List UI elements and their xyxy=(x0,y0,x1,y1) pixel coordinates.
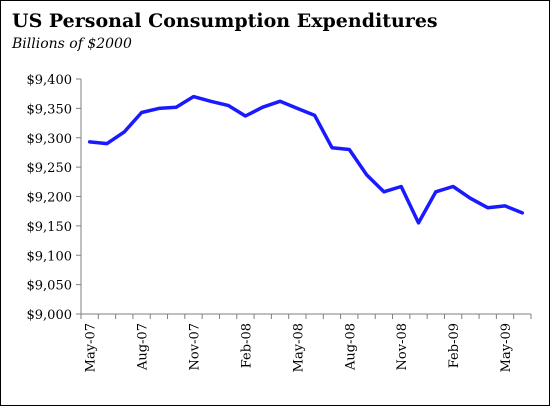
x-tick-label: Nov-07 xyxy=(188,323,203,370)
x-tick-label: May-08 xyxy=(291,323,306,372)
x-tick-label: Feb-08 xyxy=(239,323,254,368)
x-tick-label: Nov-08 xyxy=(395,323,410,370)
y-axis: $9,000 $9,050 $9,100 $9,150 $9,200 $9,250 $9,3… xyxy=(27,73,81,323)
y-tick-label: $9,250 xyxy=(27,161,73,176)
x-tick-label: May-07 xyxy=(84,323,99,372)
y-tick-label: $9,150 xyxy=(27,220,73,235)
x-axis: May-07 Aug-07 Nov-07 Feb-08 May-08 Aug-08 Nov-… xyxy=(80,314,532,372)
axes xyxy=(80,79,531,315)
y-tick-label: $9,050 xyxy=(27,279,73,294)
x-tick-label: May-09 xyxy=(499,323,514,372)
chart-title: US Personal Consumption Expenditures xyxy=(12,10,438,32)
y-tick-label: $9,000 xyxy=(27,308,73,323)
chart-subtitle: Billions of $2000 xyxy=(12,36,132,52)
y-tick-label: $9,100 xyxy=(27,249,73,264)
y-tick-label: $9,300 xyxy=(27,132,73,147)
y-tick-label: $9,200 xyxy=(27,191,73,206)
y-tick-label: $9,350 xyxy=(27,102,73,117)
x-tick-label: Aug-08 xyxy=(343,323,358,371)
series-line xyxy=(87,94,525,225)
x-tick-label: Aug-07 xyxy=(136,323,151,371)
series-group xyxy=(87,94,525,225)
x-tick-label: Feb-09 xyxy=(447,323,462,368)
y-tick-label: $9,400 xyxy=(27,73,73,88)
